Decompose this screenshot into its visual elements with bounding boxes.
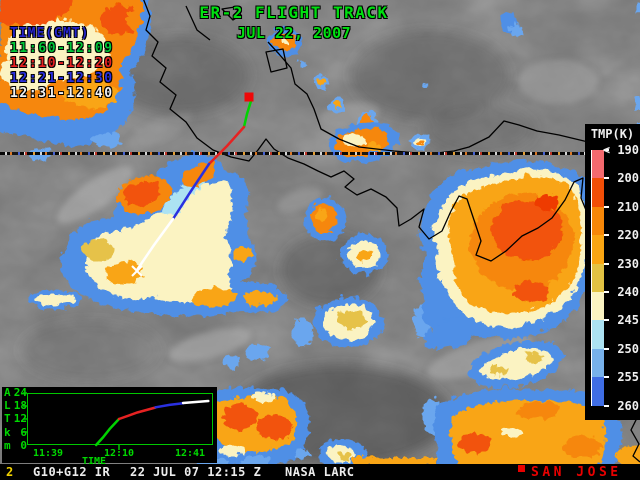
track-start-marker: [244, 92, 254, 102]
colorbar-tick-label: < 190: [602, 143, 639, 157]
cloud-system-topleft: [0, 0, 149, 158]
cloud-system-right: [417, 158, 595, 347]
cloud-cells-center: [221, 195, 440, 433]
inset-xtick: 12:41: [174, 448, 206, 459]
colorbar-tick: [604, 149, 609, 151]
legend-heading: TIME(GMT): [10, 26, 90, 41]
colorbar-tick: [604, 262, 609, 265]
legend-entry: 12:10-12:20: [10, 55, 114, 71]
colorbar-tick: [604, 319, 609, 322]
station-marker-icon: [518, 465, 525, 472]
cloud-system-bottomright: [431, 338, 619, 480]
profile-segment-0: [94, 417, 121, 447]
inset-xlabel: TIME: [81, 456, 107, 467]
scanline-noise: [0, 152, 640, 155]
inset-plot-area: [27, 393, 213, 445]
track-segment-2: [171, 162, 211, 221]
image-datetime: 22 JUL 07 12:15 Z: [130, 465, 262, 479]
colorbar-tick: [604, 205, 609, 208]
agency-label: NASA LARC: [285, 465, 355, 479]
channel-number: 2: [6, 465, 14, 479]
inland-outline: [265, 48, 288, 73]
colorbar-segment: [592, 320, 604, 350]
colorbar-edge: [591, 150, 592, 406]
inset-xtick: 12:10: [103, 448, 135, 459]
colorbar-tick-label: 240: [617, 285, 639, 299]
colorbar-segment: [592, 150, 604, 179]
colorbar-tick-label: 220: [617, 228, 639, 243]
colorbar-tick: [604, 347, 609, 350]
colorbar-segment: [592, 377, 604, 407]
colorbar-segment: [592, 235, 604, 265]
colorbar-segment: [592, 178, 604, 208]
legend-entry: 12:21-12:30: [10, 70, 114, 86]
title-date: JUL 22, 2007: [236, 24, 352, 42]
legend-entry: 12:31-12:40: [10, 85, 114, 101]
colorbar-tick: [604, 291, 609, 293]
colorbar-tick-label: 210: [617, 199, 639, 214]
profile-segment-3: [181, 399, 210, 405]
profile-segment-1: [117, 406, 157, 421]
colorbar-segment: [592, 292, 604, 321]
legend-entries: 11:60-12:09 12:10-12:20 12:21-12:30 12:31-1…: [10, 40, 114, 102]
legend-entry: 11:60-12:09: [10, 40, 114, 56]
track-segment-1: [207, 125, 246, 166]
lake-outline: [221, 6, 242, 21]
track-segment-3: [135, 217, 175, 272]
inset-ytick: T 12: [4, 412, 27, 425]
altitude-profile-curve: [23, 392, 210, 450]
colorbar-tick-label: 230: [617, 256, 639, 271]
colorbar-tick-label: 200: [617, 171, 639, 186]
profile-segment-2: [154, 401, 185, 409]
colorbar-tick-label: 260: [617, 398, 639, 413]
time-legend: TIME(GMT) 11:60-12:09 12:10-12:20 12:21-12…: [10, 26, 114, 101]
colorbar-tick: [604, 177, 609, 180]
track-segment-0: [242, 99, 253, 129]
colorbar-tick-label: 250: [617, 341, 639, 356]
pacific-coastline: [143, 0, 593, 262]
colorbar-segment: [592, 263, 604, 293]
inset-ytick: A 24: [4, 386, 27, 399]
inset-xtick: 11:39: [32, 448, 64, 459]
colorbar-tick: [604, 404, 609, 407]
status-bar: 2 G10+G12 IR 22 JUL 07 12:15 Z NASA LARC…: [0, 464, 640, 480]
colorbar-tick: [604, 234, 609, 237]
title-flight-track: ER-2 FLIGHT TRACK: [199, 3, 389, 22]
colorbar-segment: [592, 206, 604, 236]
colorbar-tick-label: 245: [617, 313, 639, 328]
colorbar-segment: [592, 348, 604, 378]
station-label: SAN JOSE: [531, 465, 622, 480]
colorbar-title: TMP(K): [590, 127, 635, 141]
colorbar-tick: [604, 376, 609, 379]
border-line: [185, 5, 211, 41]
temperature-colorbar-panel: TMP(K) < 190 200 210 220 230 240 245 250 255 260: [585, 124, 640, 420]
track-end-x-icon: [131, 265, 143, 277]
satellite-source: G10+G12 IR: [33, 465, 111, 479]
page-title: ER-2 FLIGHT TRACK JUL 22, 2007: [0, 3, 588, 42]
inset-ytick: L 18: [4, 399, 27, 412]
colorbar-tick-label: 255: [617, 370, 639, 385]
cloud-cells-costa-rica: [266, 10, 520, 161]
altitude-inset-chart: A24 L18 T12 k6 m0 11:39 12:10 12:41 TIME: [2, 386, 217, 467]
